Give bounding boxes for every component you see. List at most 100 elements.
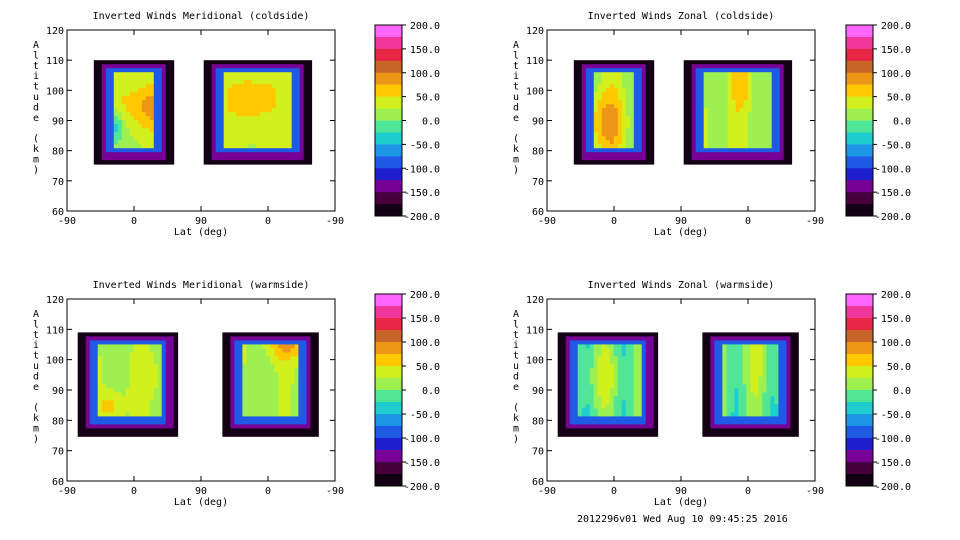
heat-cell — [605, 136, 611, 141]
heat-cell — [557, 396, 563, 401]
heat-cell — [97, 420, 103, 425]
heat-cell — [710, 344, 715, 349]
heat-cell — [609, 88, 615, 93]
heat-cell — [703, 68, 709, 73]
heat-cell — [275, 84, 281, 89]
heat-cell — [715, 84, 721, 89]
heat-cell — [718, 344, 723, 349]
heat-cell — [597, 116, 603, 121]
heat-cell — [787, 136, 793, 141]
heat-cell — [97, 428, 103, 433]
heat-cell — [243, 116, 249, 121]
heat-cell — [97, 108, 103, 113]
heat-cell — [133, 156, 139, 161]
heat-cell — [649, 148, 655, 153]
heat-cell — [710, 408, 715, 413]
heat-cell — [157, 364, 163, 369]
heat-cell — [282, 376, 287, 381]
heat-cell — [714, 384, 719, 389]
heat-cell — [617, 68, 623, 73]
heat-cell — [746, 360, 751, 365]
heat-cell — [723, 88, 729, 93]
heat-cell — [270, 340, 275, 345]
heat-cell — [97, 112, 103, 117]
y-tick-label: 100 — [46, 86, 64, 97]
heat-cell — [275, 64, 281, 69]
heat-cell — [641, 156, 647, 161]
heat-cell — [645, 76, 651, 81]
heat-cell — [266, 380, 271, 385]
heat-cell — [117, 376, 123, 381]
heat-cell — [581, 84, 587, 89]
heat-cell — [625, 424, 631, 429]
heat-cell — [621, 72, 627, 77]
heat-cell — [161, 420, 167, 425]
heat-cell — [691, 120, 697, 125]
heat-cell — [787, 140, 793, 145]
heat-cell — [589, 380, 595, 385]
heat-cell — [137, 344, 143, 349]
heat-cell — [267, 88, 273, 93]
heat-cell — [137, 144, 143, 149]
heat-cell — [153, 332, 159, 337]
heat-cell — [577, 148, 583, 153]
y-axis-label-char: ( — [33, 403, 39, 414]
heat-cell — [649, 76, 655, 81]
heat-cell — [597, 336, 603, 341]
heat-cell — [695, 80, 701, 85]
heat-cell — [290, 340, 295, 345]
heat-cell — [207, 76, 213, 81]
heat-cell — [222, 340, 227, 345]
heat-cell — [613, 92, 619, 97]
heat-cell — [577, 408, 583, 413]
heat-cell — [77, 376, 83, 381]
heat-cell — [718, 340, 723, 345]
heat-cell — [255, 160, 261, 165]
heat-cell — [771, 60, 777, 65]
heat-cell — [625, 76, 631, 81]
heat-cell — [165, 384, 171, 389]
y-tick-label: 90 — [532, 117, 544, 128]
heat-cell — [101, 148, 107, 153]
heat-cell — [726, 340, 731, 345]
heat-cell — [243, 88, 249, 93]
heat-cell — [593, 384, 599, 389]
heat-cell — [593, 148, 599, 153]
heat-cell — [617, 128, 623, 133]
heat-cell — [735, 84, 741, 89]
heat-cell — [101, 144, 107, 149]
heat-cell — [299, 84, 305, 89]
heat-cell — [149, 408, 155, 413]
heat-cell — [231, 76, 237, 81]
heat-cell — [715, 160, 721, 165]
heat-cell — [714, 336, 719, 341]
heat-cell — [211, 148, 217, 153]
heat-cell — [85, 340, 91, 345]
heat-cell — [169, 116, 175, 121]
heat-cell — [653, 428, 659, 433]
colorbar-segment — [375, 402, 402, 415]
heat-cell — [711, 68, 717, 73]
heat-cell — [601, 88, 607, 93]
heat-cell — [286, 412, 291, 417]
heat-cell — [109, 340, 115, 345]
heat-cell — [101, 80, 107, 85]
heat-cell — [97, 120, 103, 125]
heat-cell — [593, 420, 599, 425]
heat-cell — [577, 412, 583, 417]
colorbar-segment — [375, 450, 402, 463]
heat-cell — [746, 408, 751, 413]
heat-cell — [286, 344, 291, 349]
heat-cell — [706, 340, 711, 345]
heat-cell — [294, 400, 299, 405]
heat-cell — [746, 340, 751, 345]
heat-cell — [703, 124, 709, 129]
heat-cell — [274, 408, 279, 413]
heat-cell — [157, 340, 163, 345]
heat-cell — [109, 344, 115, 349]
heat-cell — [251, 92, 257, 97]
heat-cell — [203, 104, 209, 109]
heat-cell — [633, 388, 639, 393]
heat-cell — [609, 100, 615, 105]
heat-cell — [707, 112, 713, 117]
